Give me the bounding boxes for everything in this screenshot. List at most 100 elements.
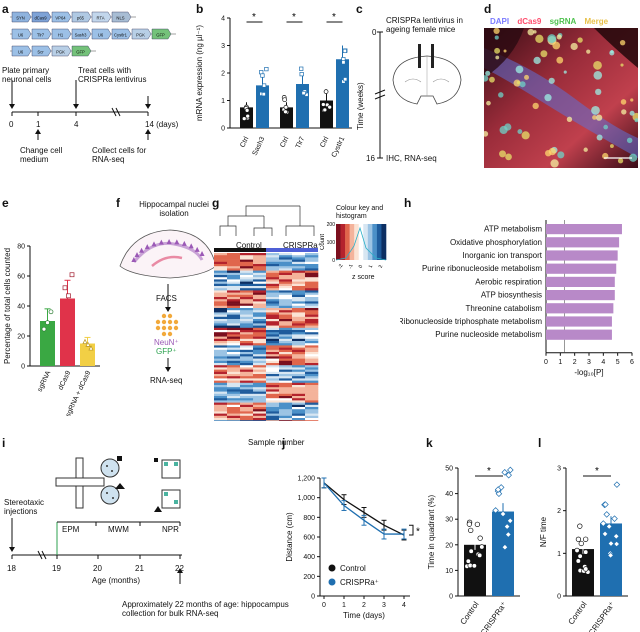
b-point bbox=[322, 107, 328, 113]
e-bar bbox=[80, 343, 95, 366]
construct-label: Tlr7 bbox=[37, 33, 45, 38]
panel-j-chart: 0 200 400 600 800 1,000 1,200 0 1 2 3 4 Distance (cm… bbox=[285, 476, 420, 621]
e-ytick: 80 bbox=[17, 244, 25, 251]
k-point bbox=[507, 466, 514, 474]
h-xtick: 3 bbox=[587, 359, 591, 366]
k-ytick: 0 bbox=[449, 594, 453, 601]
panel-f-letter: f bbox=[116, 196, 120, 210]
construct-element bbox=[31, 11, 52, 23]
construct-element bbox=[51, 45, 72, 57]
j-xtick: 0 bbox=[322, 602, 326, 609]
step-change-medium: Change cell medium bbox=[20, 146, 63, 164]
e-ytick: 20 bbox=[17, 334, 25, 341]
b-point bbox=[343, 77, 348, 82]
e-point bbox=[48, 309, 54, 315]
b-point bbox=[259, 70, 264, 75]
i-tick-22: 22 bbox=[175, 564, 184, 573]
e-ytick: 40 bbox=[17, 304, 25, 311]
b-xlabel-gene: Sash3 bbox=[252, 136, 267, 157]
h-term-label: Aerobic respiration bbox=[475, 277, 542, 286]
i-stereo: Stereotaxic injections bbox=[4, 498, 45, 516]
j-ytick: 0 bbox=[311, 594, 315, 601]
step-plate-cells: Plate primary neuronal cells bbox=[2, 66, 52, 84]
b-point bbox=[327, 104, 333, 110]
e-xlabel: dCas9 bbox=[57, 370, 72, 391]
l-point bbox=[577, 553, 583, 559]
e-ytick: 60 bbox=[17, 274, 25, 281]
b-ytick: 4 bbox=[221, 16, 225, 23]
j-legend-crispra: CRISPRa⁺ bbox=[340, 578, 379, 587]
mwm-icon-2 bbox=[100, 485, 120, 505]
k-point bbox=[466, 521, 472, 527]
h-term-label: Oxidative phosphorylation bbox=[450, 238, 542, 247]
k-point bbox=[505, 471, 512, 479]
i-tick-18: 18 bbox=[7, 564, 16, 573]
g-xlabel: Sample number bbox=[248, 438, 305, 447]
f-facs: FACS bbox=[156, 294, 177, 303]
l-xlabel: CRISPRa⁺ bbox=[587, 600, 617, 632]
j-ytick: 1,200 bbox=[297, 476, 315, 483]
l-ylabel: N/F time bbox=[539, 516, 548, 547]
step-collect-cells: Collect cells for RNA-seq bbox=[92, 146, 147, 164]
l-point bbox=[611, 515, 618, 522]
panel-g-heatmap: 12345678 bbox=[214, 205, 319, 421]
b-point bbox=[283, 104, 289, 110]
construct-label: dCas9 bbox=[34, 16, 47, 21]
construct-label: U6 bbox=[18, 33, 24, 38]
h-xtick: 6 bbox=[630, 359, 634, 366]
b-point bbox=[282, 97, 288, 103]
e-point bbox=[62, 285, 68, 291]
construct-label: SYN bbox=[16, 16, 25, 21]
l-point bbox=[599, 520, 607, 527]
construct-label: Cystlr1 bbox=[114, 33, 128, 38]
j-ytick: 400 bbox=[303, 554, 315, 561]
a-tick-0: 0 bbox=[9, 120, 14, 129]
j-sig: * bbox=[416, 527, 420, 538]
l-xlabel: Control bbox=[566, 600, 588, 626]
g-key-ytick: 100 bbox=[327, 240, 336, 246]
construct-element bbox=[51, 11, 72, 23]
construct-element bbox=[131, 28, 152, 40]
h-term-label: Ribonucleoside triphosphate metabolism bbox=[400, 317, 542, 326]
f-rnaseq: RNA-seq bbox=[150, 376, 183, 385]
l-point bbox=[601, 530, 609, 538]
l-sig: * bbox=[595, 466, 599, 477]
j-xtick: 4 bbox=[402, 602, 406, 609]
l-point bbox=[583, 549, 589, 555]
b-point bbox=[245, 113, 251, 119]
b-point bbox=[323, 89, 329, 94]
k-point bbox=[504, 531, 512, 538]
l-point bbox=[577, 523, 583, 529]
needle-left-icon bbox=[418, 44, 421, 68]
j-xtick: 2 bbox=[362, 602, 366, 609]
panel-l-letter: l bbox=[538, 436, 542, 450]
b-sig: * bbox=[292, 12, 296, 23]
panel-h-letter: h bbox=[404, 196, 412, 210]
construct-label: H1 bbox=[58, 33, 64, 38]
k-ytick: 20 bbox=[445, 542, 453, 549]
i-tick-21: 21 bbox=[135, 564, 144, 573]
legend-sgrna: sgRNA bbox=[549, 17, 577, 26]
b-bar-crispra bbox=[296, 84, 309, 128]
e-ytick: 0 bbox=[21, 364, 25, 371]
construct-label: GFP bbox=[156, 33, 165, 38]
panel-i-figure bbox=[9, 456, 183, 584]
h-term-label: ATP biosynthesis bbox=[481, 291, 542, 300]
panel-j-letter: j bbox=[282, 436, 286, 450]
i-tick-20: 20 bbox=[93, 564, 102, 573]
k-point bbox=[474, 521, 481, 528]
h-bar bbox=[546, 237, 620, 248]
construct-element bbox=[11, 45, 32, 57]
panel-e-letter: e bbox=[2, 196, 9, 210]
b-point bbox=[342, 48, 347, 54]
i-tick-19: 19 bbox=[52, 564, 61, 573]
l-point bbox=[602, 501, 609, 508]
l-point bbox=[583, 536, 589, 542]
k-point bbox=[501, 469, 509, 476]
b-point bbox=[241, 116, 247, 121]
k-point bbox=[477, 535, 483, 541]
panel-c-letter: c bbox=[356, 2, 363, 16]
b-point bbox=[264, 67, 269, 72]
b-point bbox=[283, 109, 288, 115]
